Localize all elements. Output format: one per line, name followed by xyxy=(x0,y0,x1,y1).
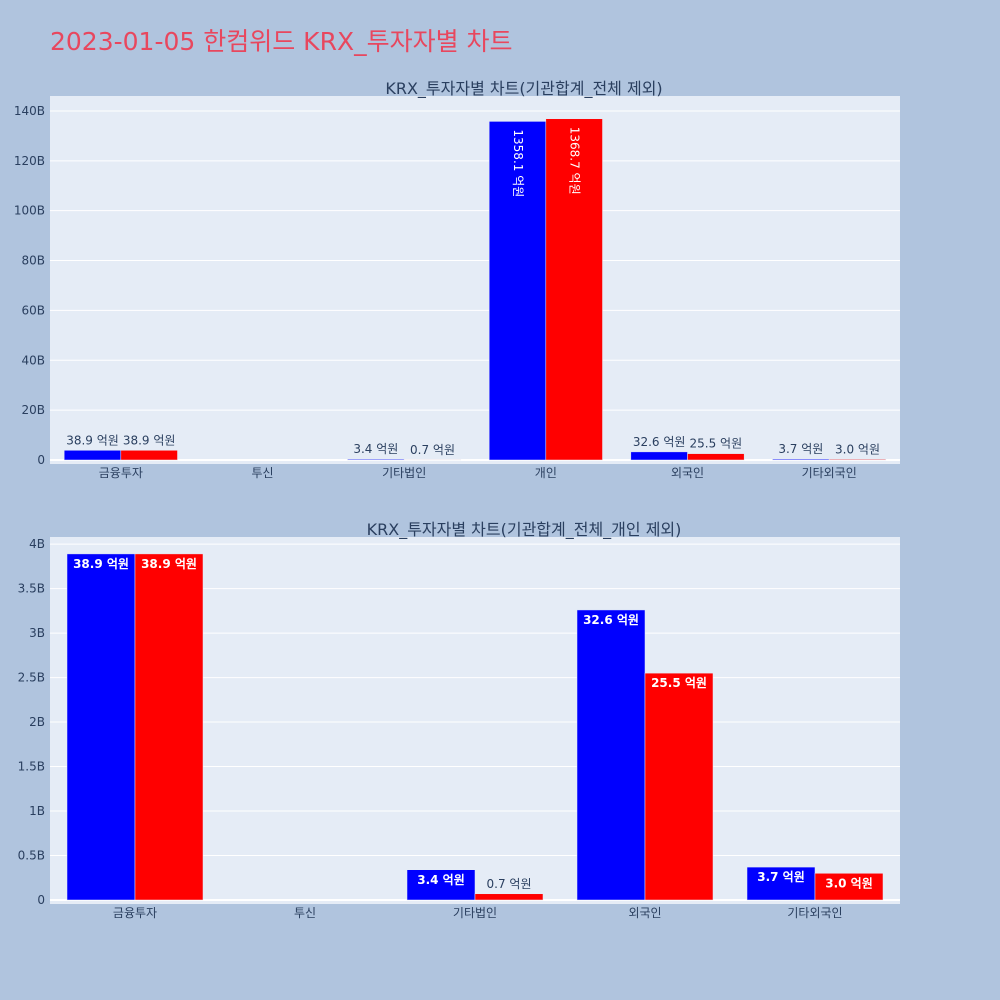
data-label: 1358.1 억원 xyxy=(511,129,525,197)
data-label: 38.9 억원 xyxy=(141,557,197,571)
plot-area xyxy=(50,96,900,464)
chart-2: 0 0.5B 1B 1.5B 2B 2.5B 3B 3.5B 4B KRX_투자자별 차트(기관합… xyxy=(18,520,900,920)
x-tick-label: 금융투자 xyxy=(99,466,143,480)
bar xyxy=(347,458,405,461)
data-label: 32.6 억원 xyxy=(583,613,639,627)
data-label: 0.7 억원 xyxy=(410,443,455,457)
bar xyxy=(687,453,745,461)
data-label: 32.6 억원 xyxy=(633,435,686,449)
bar xyxy=(406,869,476,901)
y-tick-label: 2B xyxy=(29,715,45,729)
y-tick-label: 80B xyxy=(21,254,45,268)
x-tick-label: 투신 xyxy=(251,466,273,480)
y-tick-label: 20B xyxy=(21,403,45,417)
bar xyxy=(66,553,136,901)
bar xyxy=(134,553,204,901)
y-tick-label: 2.5B xyxy=(18,671,45,685)
bar xyxy=(630,451,688,461)
y-tick-label: 140B xyxy=(14,104,45,118)
bar xyxy=(576,609,646,901)
y-tick-label: 0 xyxy=(37,893,45,907)
data-label: 3.4 억원 xyxy=(417,873,465,887)
data-label: 3.7 억원 xyxy=(778,442,823,456)
x-tick-label: 외국인 xyxy=(671,466,704,480)
y-tick-label: 0.5B xyxy=(18,849,45,863)
bar xyxy=(828,459,887,461)
y-tick-label: 100B xyxy=(14,204,45,218)
x-tick-label: 금융투자 xyxy=(113,906,157,920)
bar xyxy=(488,121,547,461)
bar xyxy=(772,458,830,461)
data-label: 38.9 억원 xyxy=(66,433,119,447)
data-label: 38.9 억원 xyxy=(123,433,176,447)
y-tick-label: 3B xyxy=(29,626,45,640)
y-tick-label: 120B xyxy=(14,154,45,168)
page-title: 2023-01-05 한컴위드 KRX_투자자별 차트 xyxy=(50,27,513,56)
x-tick-label: 기타외국인 xyxy=(787,906,842,920)
bar xyxy=(120,450,178,461)
x-tick-label: 기타법인 xyxy=(453,906,497,920)
bar xyxy=(474,893,544,901)
bar xyxy=(814,873,884,901)
x-tick-label: 외국인 xyxy=(628,906,661,920)
chart-title: KRX_투자자별 차트(기관합계_전체_개인 제외) xyxy=(367,520,682,540)
y-tick-label: 4B xyxy=(29,537,45,551)
x-tick-label: 개인 xyxy=(535,466,557,480)
x-tick-label: 기타외국인 xyxy=(802,466,857,480)
bar xyxy=(746,866,816,901)
bar xyxy=(63,450,122,461)
chart-1: 0 20B 40B 60B 80B 100B 120B 140B KRX_투자자별 차트(기관합… xyxy=(14,79,900,480)
data-label: 1368.7 억원 xyxy=(568,127,582,195)
bar xyxy=(644,672,714,901)
chart-title: KRX_투자자별 차트(기관합계_전체 제외) xyxy=(385,79,662,99)
y-tick-label: 60B xyxy=(21,303,45,317)
data-label: 25.5 억원 xyxy=(690,437,743,451)
x-tick-label: 투신 xyxy=(294,906,316,920)
y-tick-label: 1B xyxy=(29,804,45,818)
data-label: 3.4 억원 xyxy=(353,442,398,456)
y-tick-label: 0 xyxy=(37,453,45,467)
x-tick-label: 기타법인 xyxy=(382,466,426,480)
y-tick-label: 1.5B xyxy=(18,760,45,774)
bar xyxy=(545,118,603,461)
data-label: 38.9 억원 xyxy=(73,557,129,571)
data-label: 3.7 억원 xyxy=(757,870,805,884)
data-label: 3.0 억원 xyxy=(825,876,873,890)
data-label: 0.7 억원 xyxy=(487,877,532,891)
data-label: 3.0 억원 xyxy=(835,442,880,456)
y-tick-label: 40B xyxy=(21,353,45,367)
data-label: 25.5 억원 xyxy=(651,676,707,690)
y-tick-label: 3.5B xyxy=(18,582,45,596)
